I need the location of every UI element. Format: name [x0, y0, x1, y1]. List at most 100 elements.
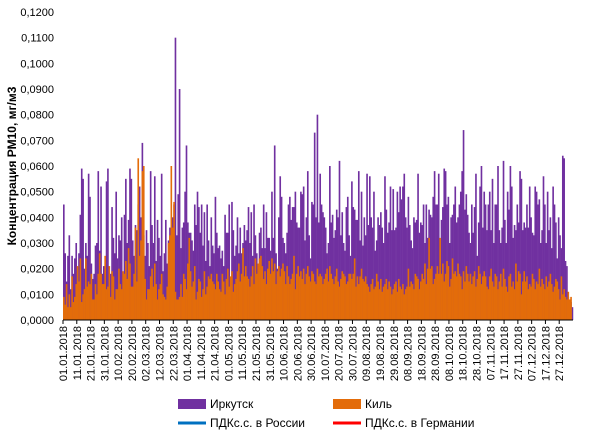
bar: [384, 284, 386, 320]
bar: [541, 230, 543, 320]
bar: [461, 289, 463, 320]
bar: [316, 268, 319, 320]
bar: [360, 191, 363, 320]
bar: [519, 171, 521, 320]
bar: [480, 166, 483, 320]
x-tick-label: 20.02.2018: [127, 326, 139, 381]
bar: [517, 271, 520, 320]
bar: [448, 243, 451, 320]
bar: [280, 196, 283, 320]
bar: [247, 278, 250, 320]
bar: [264, 271, 266, 320]
bar: [195, 299, 197, 320]
bar: [276, 271, 279, 320]
bar: [493, 286, 495, 320]
x-tick-label: 09.08.2018: [361, 326, 373, 381]
bar: [534, 186, 537, 320]
bar: [407, 268, 410, 320]
bar: [541, 278, 543, 320]
bar: [273, 145, 276, 320]
bar: [549, 273, 552, 320]
bar: [560, 276, 563, 320]
bar: [295, 222, 298, 320]
bar: [537, 204, 539, 320]
bar: [111, 207, 113, 320]
bar: [570, 296, 572, 320]
bar: [144, 278, 146, 320]
bar: [381, 291, 384, 320]
bar: [464, 209, 466, 320]
bar: [120, 289, 123, 320]
bar: [512, 281, 514, 320]
bar: [374, 250, 377, 320]
bar: [89, 284, 91, 320]
bar: [224, 214, 226, 320]
y-tick-label: 0,0100: [20, 289, 54, 301]
bar: [182, 222, 185, 320]
bar: [522, 230, 524, 320]
bar: [305, 273, 308, 320]
bar: [363, 281, 366, 320]
bar: [330, 222, 333, 320]
bar: [385, 209, 388, 320]
bar: [149, 276, 152, 320]
bar: [313, 132, 316, 320]
bar: [141, 171, 144, 320]
bar: [443, 168, 446, 320]
bar: [384, 176, 386, 320]
bar: [114, 253, 116, 320]
bar: [537, 284, 539, 320]
bar: [484, 276, 487, 320]
bar: [91, 278, 94, 320]
bar: [225, 232, 228, 320]
bar: [491, 178, 494, 320]
x-tick-label: 08.09.2018: [403, 326, 415, 381]
bar: [185, 289, 188, 320]
bar: [145, 299, 148, 320]
bar: [165, 219, 167, 320]
bar: [499, 273, 502, 320]
bar: [108, 266, 111, 320]
y-tick-label: 0,0500: [20, 187, 54, 199]
bar: [313, 281, 316, 320]
bar: [355, 219, 357, 320]
bar: [544, 289, 546, 320]
bar: [411, 248, 414, 320]
bar: [462, 130, 465, 320]
bar: [318, 276, 320, 320]
bar: [301, 194, 304, 320]
bar: [501, 227, 503, 320]
bar: [338, 286, 341, 320]
bar: [100, 273, 102, 320]
bar: [206, 204, 208, 320]
bar: [319, 173, 322, 320]
bar: [97, 273, 100, 320]
bar: [530, 217, 532, 320]
bar: [447, 196, 450, 320]
bar: [260, 255, 262, 320]
bar: [557, 289, 560, 320]
bar: [392, 189, 395, 320]
bar: [364, 276, 367, 320]
bar: [444, 273, 447, 320]
bar: [174, 291, 177, 320]
bar: [213, 284, 215, 320]
x-tick-label: 07.11.2018: [485, 326, 497, 380]
bar: [493, 243, 495, 320]
bar: [93, 299, 95, 320]
bar: [72, 302, 75, 320]
bar: [275, 284, 277, 320]
bar: [346, 196, 349, 320]
bar: [418, 232, 421, 320]
bar: [297, 266, 299, 320]
bar: [542, 176, 545, 320]
bar: [185, 145, 188, 320]
bar: [312, 204, 315, 320]
bar: [311, 271, 313, 320]
bar: [69, 289, 72, 320]
bar: [458, 204, 461, 320]
bar: [156, 219, 159, 320]
bar: [269, 273, 272, 320]
bar: [111, 271, 113, 320]
bar: [120, 217, 123, 320]
